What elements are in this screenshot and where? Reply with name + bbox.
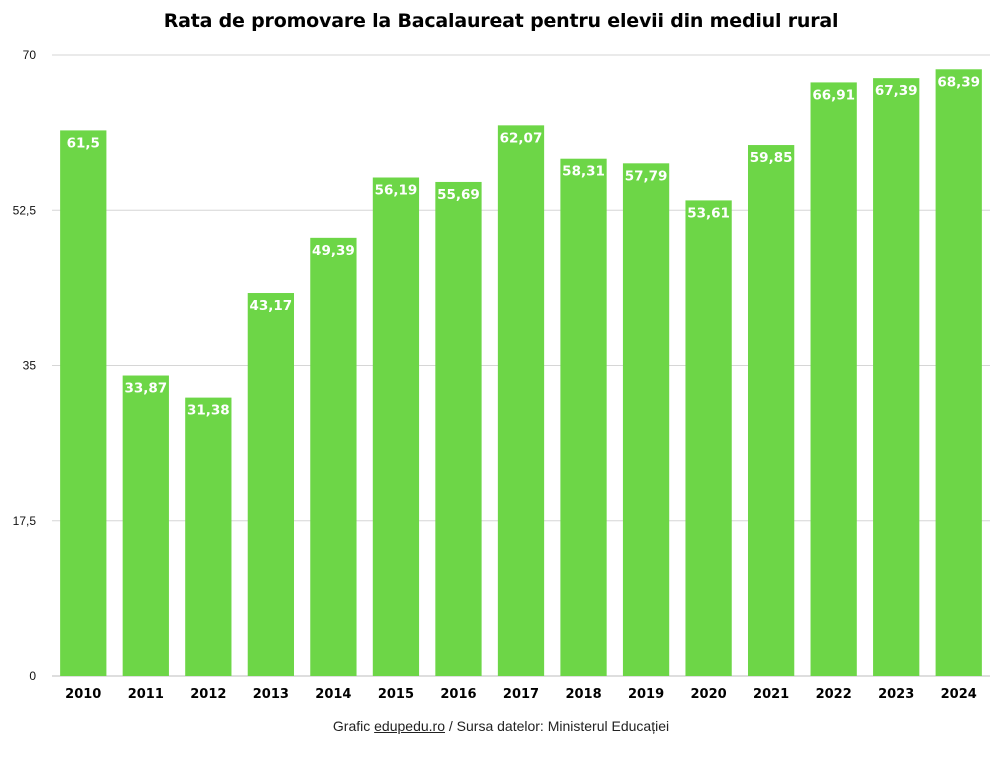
bar-2017 [497, 125, 545, 677]
bar-2015 [372, 177, 420, 676]
bars: 61,5 33,87 31,38 43,17 49,39 56,19 55,69 62,07 5… [60, 69, 982, 677]
data-label-2011: 33,87 [124, 381, 167, 397]
x-tick-label-2013: 2013 [253, 687, 289, 702]
data-label-2019: 57,79 [625, 168, 668, 184]
data-label-2013: 43,17 [250, 298, 293, 314]
y-tick-label: 52,5 [13, 203, 37, 217]
chart-title: Rata de promovare la Bacalaureat pentru … [163, 10, 839, 32]
x-tick-label-2010: 2010 [65, 687, 101, 702]
y-tick-label: 0 [29, 669, 36, 683]
edupedu-link[interactable]: edupedu.ro [374, 718, 445, 734]
bar-chart: 0 17,5 35 52,5 70 61,5 33,87 31,38 43,17 49,39 56… [13, 48, 990, 702]
bar-2016 [435, 181, 482, 677]
y-tick-label: 17,5 [13, 514, 37, 528]
x-tick-label-2017: 2017 [503, 687, 539, 702]
x-tick-label-2018: 2018 [565, 687, 601, 702]
x-tick-label-2019: 2019 [628, 687, 664, 702]
data-label-2016: 55,69 [437, 187, 480, 203]
x-tick-label-2015: 2015 [378, 687, 414, 702]
data-label-2018: 58,31 [562, 164, 605, 180]
x-tick-label-2024: 2024 [941, 687, 977, 702]
bar-2023 [873, 78, 920, 677]
bar-2014 [310, 237, 357, 676]
bar-2018 [560, 158, 607, 676]
data-label-2023: 67,39 [875, 83, 918, 99]
data-label-2014: 49,39 [312, 243, 355, 259]
bar-2024 [935, 69, 982, 676]
data-label-2017: 62,07 [500, 130, 543, 146]
x-tick-label-2011: 2011 [128, 687, 164, 702]
x-tick-label-2020: 2020 [691, 687, 727, 702]
bar-2010 [60, 130, 107, 676]
x-tick-label-2016: 2016 [440, 687, 476, 702]
footer-prefix: Grafic [332, 718, 375, 734]
data-label-2024: 68,39 [937, 74, 980, 90]
y-tick-label: 35 [23, 359, 37, 373]
bar-2019 [622, 163, 670, 677]
x-tick-label-2022: 2022 [816, 687, 852, 702]
source-footer: Grafic edupedu.ro / Sursa datelor: Minis… [0, 718, 1002, 734]
data-label-2012: 31,38 [187, 403, 230, 419]
x-tick-label-2014: 2014 [315, 687, 351, 702]
bar-2013 [247, 293, 295, 676]
x-tick-label-2021: 2021 [753, 687, 789, 702]
bar-2020 [685, 200, 732, 676]
bar-2021 [747, 145, 795, 677]
footer-suffix: / Sursa datelor: Ministerul Educației [444, 718, 670, 734]
y-axis-ticks: 0 17,5 35 52,5 70 [13, 48, 37, 683]
x-tick-label-2023: 2023 [878, 687, 914, 702]
bar-2022 [810, 82, 857, 676]
data-label-2020: 53,61 [687, 205, 730, 221]
data-label-2015: 56,19 [375, 183, 418, 199]
y-tick-label: 70 [23, 48, 37, 62]
bar-2012 [185, 397, 232, 676]
data-label-2022: 66,91 [812, 87, 855, 103]
data-label-2021: 59,85 [750, 150, 793, 166]
x-axis-labels: 2010 2011 2012 2013 2014 2015 2016 2017 2018 2019… [65, 687, 977, 702]
x-tick-label-2012: 2012 [190, 687, 226, 702]
bar-2011 [122, 375, 169, 676]
data-label-2010: 61,5 [67, 135, 100, 151]
